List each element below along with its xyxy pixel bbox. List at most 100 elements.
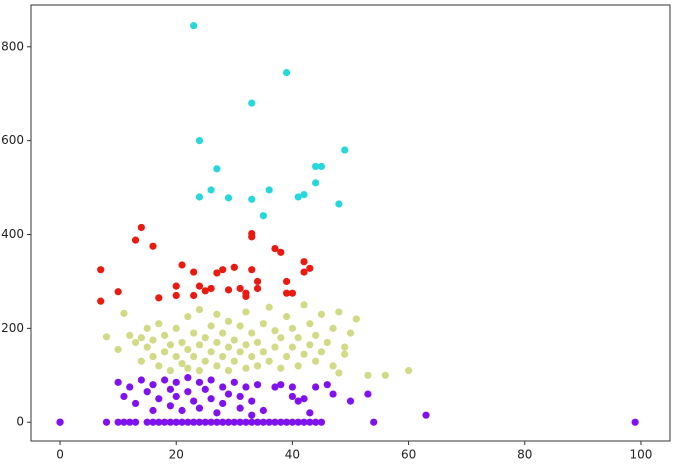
scatter-point [126,331,134,340]
scatter-point [172,378,180,386]
scatter-point [248,411,256,419]
scatter-point [253,277,262,286]
scatter-point [178,406,186,415]
scatter-point [259,348,267,356]
scatter-point [155,294,163,302]
scatter-point [294,362,302,370]
scatter-point [277,381,285,389]
scatter-point [131,338,140,347]
scatter-point [283,418,291,426]
scatter-point [248,329,256,337]
scatter-point [190,291,198,300]
scatter-point [329,390,337,398]
scatter-point [190,329,198,337]
scatter-point [213,338,221,347]
scatter-point [381,371,389,379]
scatter-point [230,418,238,426]
scatter-point [288,289,297,297]
scatter-point [283,313,291,321]
scatter-point [102,418,111,426]
scatter-point [242,292,250,301]
scatter-point [230,263,238,271]
scatter-point [114,288,122,296]
scatter-point [317,310,326,318]
scatter-point [149,242,157,250]
scatter-point [195,341,204,349]
scatter-point [236,284,244,293]
scatter-point [207,186,215,194]
scatter-point [178,359,186,368]
scatter-point [253,284,262,293]
scatter-point [248,397,256,405]
scatter-point [341,343,349,351]
scatter-point [253,418,262,426]
scatter-point [312,162,320,171]
scatter-point [195,193,204,201]
scatter-point [277,418,285,426]
scatter-point [242,364,250,372]
scatter-point [131,236,140,244]
scatter-point [149,418,157,426]
scatter-point [277,364,285,372]
scatter-point [248,229,256,238]
scatter-point [172,352,180,361]
scatter-point [306,341,314,349]
x-tick-label: 80 [517,448,532,462]
scatter-point [178,338,186,347]
scatter-point [184,374,192,382]
scatter-point [317,418,326,426]
y-tick-label: 0 [16,415,24,429]
scatter-point [166,402,175,410]
scatter-point [248,266,256,274]
scatter-point [219,329,227,337]
scatter-point [312,357,320,365]
scatter-point [271,244,279,253]
scatter-point [224,194,233,202]
scatter-point [242,308,250,316]
scatter-point [190,352,198,361]
scatter-point [335,369,343,377]
scatter-point [288,343,297,351]
x-tick-label: 40 [285,448,300,462]
scatter-point [341,146,349,154]
scatter-point [97,266,105,274]
scatter-point [242,418,250,426]
scatter-point [190,418,198,426]
scatter-point [352,315,360,323]
scatter-point [224,418,233,426]
scatter-point [306,264,314,272]
scatter-point [155,418,163,426]
scatter-point [346,329,355,337]
scatter-point [114,345,122,354]
scatter-point [207,322,215,330]
scatter-point [207,376,215,384]
scatter-point [323,381,331,389]
scatter-point [184,418,192,426]
scatter-point [219,266,227,274]
scatter-point [172,324,180,332]
scatter-point [224,317,233,325]
scatter-point [312,383,320,391]
scatter-point [300,268,308,276]
scatter-point [404,367,413,375]
scatter-point [102,333,111,341]
scatter-point [201,334,209,342]
scatter-point [300,350,308,358]
scatter-point [277,248,285,256]
scatter-point [283,277,291,286]
scatter-point [184,345,192,354]
scatter-point [242,341,250,349]
scatter-point [207,348,215,356]
scatter-point [219,399,227,408]
x-tick-label: 0 [56,448,64,462]
scatter-point [172,392,180,401]
scatter-point [300,418,308,426]
scatter-point [195,367,204,375]
scatter-point [190,22,198,30]
scatter-point [213,362,221,370]
scatter-point [346,397,355,405]
scatter-point [288,418,297,426]
scatter-point [56,418,64,426]
scatter-point [230,378,238,386]
scatter-point [137,376,145,384]
